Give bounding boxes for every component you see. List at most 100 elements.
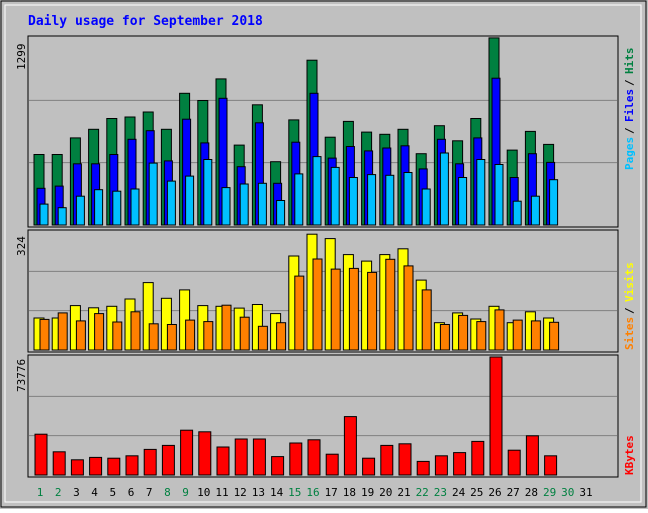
- x-label-day-24: 24: [452, 486, 466, 499]
- bar-sites-day-10: [203, 321, 214, 351]
- x-label-day-16: 16: [306, 486, 319, 499]
- x-label-day-13: 13: [252, 486, 265, 499]
- bar-pages-day-20: [385, 174, 395, 226]
- bar-sites-day-1: [39, 318, 50, 351]
- bar-pages-day-18: [348, 177, 358, 226]
- hits-ymax-label: 1299: [15, 44, 28, 71]
- bar-pages-day-14: [276, 200, 286, 226]
- bar-kbytes-day-9: [180, 429, 194, 476]
- bar-kbytes-day-23: [434, 455, 448, 476]
- x-label-day-3: 3: [73, 486, 80, 499]
- x-label-day-30: 30: [561, 486, 574, 499]
- bar-sites-day-7: [148, 323, 159, 351]
- legend-slash-2: /: [623, 79, 636, 86]
- x-label-day-17: 17: [325, 486, 338, 499]
- x-label-day-19: 19: [361, 486, 374, 499]
- bar-sites-day-2: [57, 312, 68, 351]
- bar-kbytes-day-11: [216, 446, 230, 476]
- inner-bevel: [4, 4, 642, 503]
- bar-pages-day-1: [39, 203, 49, 226]
- bar-kbytes-day-3: [70, 459, 84, 476]
- x-label-day-1: 1: [37, 486, 44, 499]
- bar-sites-day-21: [403, 265, 414, 351]
- bar-pages-day-21: [403, 172, 413, 226]
- x-label-day-27: 27: [507, 486, 520, 499]
- bar-kbytes-day-8: [161, 444, 175, 476]
- bar-sites-day-3: [75, 320, 86, 351]
- x-label-day-15: 15: [288, 486, 301, 499]
- legend-slash-3: /: [623, 307, 636, 314]
- x-label-day-11: 11: [215, 486, 228, 499]
- x-label-day-29: 29: [543, 486, 556, 499]
- bar-kbytes-day-1: [34, 433, 48, 476]
- x-label-day-6: 6: [128, 486, 135, 499]
- bar-kbytes-day-27: [507, 449, 521, 476]
- bar-pages-day-23: [439, 152, 449, 226]
- bar-pages-day-13: [257, 182, 267, 226]
- bar-kbytes-day-24: [453, 452, 467, 476]
- chart-title: Daily usage for September 2018: [28, 14, 263, 29]
- bar-sites-day-18: [348, 267, 359, 351]
- x-label-day-8: 8: [164, 486, 171, 499]
- legend-hits: Hits: [623, 48, 636, 75]
- bar-sites-day-20: [385, 258, 396, 351]
- bar-sites-day-9: [185, 319, 196, 351]
- x-axis-labels: 1 2 3 4 5 6 7 8 9 10 11 12 13 14 15 16 17 18 19 20 21 22 23 24 2…: [37, 486, 593, 499]
- bar-sites-day-17: [330, 268, 341, 351]
- bar-sites-day-19: [367, 271, 378, 351]
- bar-pages-day-11: [221, 187, 231, 226]
- bar-kbytes-day-22: [416, 460, 430, 476]
- x-label-day-23: 23: [434, 486, 447, 499]
- bar-sites-day-12: [239, 316, 250, 351]
- x-label-day-14: 14: [270, 486, 284, 499]
- legend-visits: Visits: [623, 262, 636, 302]
- bar-sites-day-5: [112, 321, 123, 351]
- x-label-day-10: 10: [197, 486, 210, 499]
- bar-kbytes-day-16: [307, 439, 321, 476]
- bar-pages-day-9: [185, 175, 195, 226]
- bar-kbytes-day-10: [198, 431, 212, 476]
- kbytes-legend: KBytes: [623, 435, 636, 475]
- bar-sites-day-25: [476, 321, 487, 351]
- bar-kbytes-day-18: [343, 416, 357, 476]
- x-label-day-28: 28: [525, 486, 538, 499]
- bar-pages-day-8: [166, 180, 176, 226]
- bar-pages-day-22: [421, 188, 431, 226]
- bar-kbytes-day-15: [289, 442, 303, 476]
- bar-pages-day-29: [549, 179, 559, 226]
- hits-legend: Pages / Files / Hits: [623, 48, 636, 171]
- bar-sites-day-28: [530, 320, 541, 351]
- bar-sites-day-6: [130, 311, 141, 351]
- bar-pages-day-6: [130, 188, 140, 226]
- bar-kbytes-day-7: [143, 448, 157, 476]
- legend-pages: Pages: [623, 137, 636, 170]
- bar-visits-day-7: [142, 282, 154, 351]
- bar-kbytes-day-4: [89, 456, 103, 476]
- bar-kbytes-day-19: [362, 457, 376, 476]
- bar-kbytes-day-13: [252, 438, 266, 476]
- bar-pages-day-26: [494, 164, 504, 226]
- x-label-day-7: 7: [146, 486, 153, 499]
- x-label-day-9: 9: [182, 486, 189, 499]
- x-label-day-4: 4: [91, 486, 98, 499]
- bar-kbytes-day-2: [52, 451, 66, 476]
- visits-legend: Sites / Visits: [623, 262, 636, 350]
- bar-kbytes-day-5: [107, 457, 121, 476]
- bar-pages-day-15: [294, 173, 304, 226]
- visits-ymax-label: 324: [15, 236, 28, 256]
- bar-pages-day-19: [367, 174, 377, 226]
- bar-kbytes-day-21: [398, 443, 412, 476]
- bar-sites-day-26: [494, 309, 505, 351]
- bar-sites-day-16: [312, 258, 323, 351]
- bar-pages-day-4: [94, 189, 104, 226]
- bar-kbytes-day-6: [125, 455, 139, 476]
- kbytes-ymax-label: 73776: [15, 359, 28, 392]
- x-label-day-31: 31: [579, 486, 592, 499]
- legend-sites: Sites: [623, 317, 636, 350]
- bar-pages-day-3: [75, 195, 85, 226]
- x-label-day-26: 26: [488, 486, 501, 499]
- bar-sites-day-13: [257, 325, 268, 351]
- x-label-day-21: 21: [397, 486, 410, 499]
